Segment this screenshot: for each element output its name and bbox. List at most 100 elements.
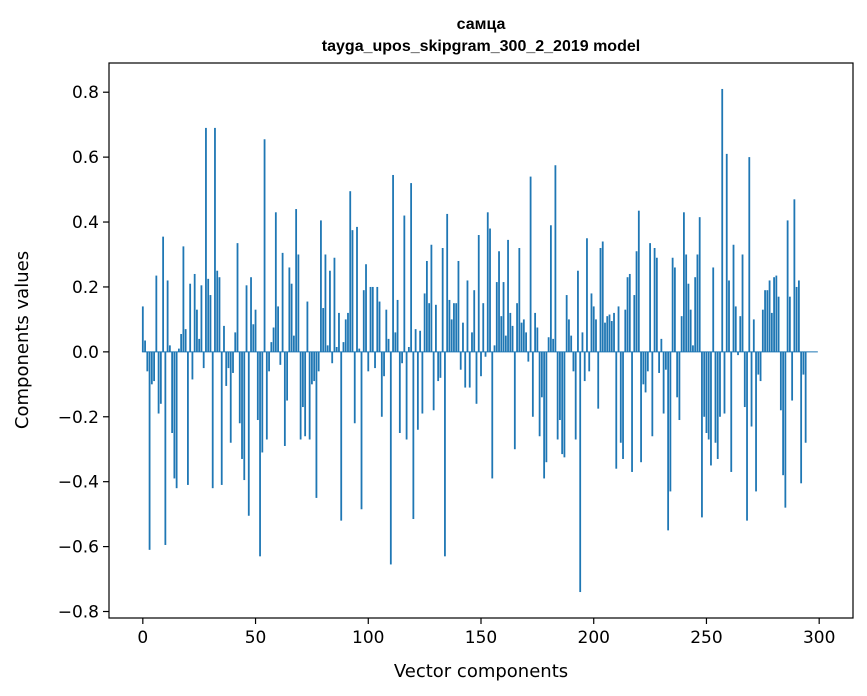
bar [238, 351, 241, 424]
bar [577, 270, 579, 352]
bar [687, 283, 690, 352]
bar [757, 351, 760, 375]
bar [256, 351, 259, 421]
bar [362, 290, 365, 352]
bar [755, 351, 757, 492]
bar [405, 351, 408, 440]
bar [421, 351, 424, 414]
bar [549, 225, 552, 352]
bar [191, 351, 194, 380]
bar [148, 351, 151, 550]
y-tick-label: 0.6 [72, 148, 99, 168]
x-tick-label: 250 [690, 628, 722, 648]
bar [791, 351, 794, 401]
bar [322, 308, 325, 352]
bar [146, 351, 149, 372]
bar [236, 243, 239, 352]
bar [412, 351, 415, 520]
bar [649, 243, 651, 352]
bar [385, 309, 388, 352]
bar [313, 351, 316, 382]
bar [351, 230, 354, 352]
x-tick-label: 200 [578, 628, 610, 648]
bar [667, 351, 670, 531]
bar [308, 351, 311, 440]
y-axis-title: Components values [12, 251, 33, 429]
bar [286, 351, 289, 401]
plot-frame [108, 62, 854, 619]
bar [416, 351, 419, 430]
bar [326, 345, 329, 352]
bar [734, 306, 737, 352]
bar [622, 351, 624, 459]
y-tick-label: 0.8 [72, 83, 99, 103]
bar [683, 212, 685, 352]
bar [376, 286, 379, 352]
bar [358, 348, 361, 352]
bar [299, 351, 302, 440]
bar [779, 351, 782, 411]
bar [680, 316, 683, 352]
bar [775, 275, 778, 352]
bar [493, 345, 496, 352]
bar [241, 351, 243, 459]
bar [468, 351, 471, 388]
bar [646, 351, 649, 372]
bar [480, 351, 482, 377]
bar [304, 351, 307, 437]
bar [360, 351, 363, 510]
bar [498, 251, 500, 352]
bar [288, 267, 291, 352]
bar [527, 351, 530, 362]
bar [635, 251, 638, 352]
bar [705, 351, 708, 433]
bar [563, 351, 566, 458]
bar [229, 351, 232, 443]
y-tick-label: −0.6 [58, 538, 99, 558]
bar [295, 209, 298, 352]
y-tick-label: −0.2 [58, 408, 99, 428]
bar [597, 351, 600, 409]
bar [211, 351, 214, 489]
bar [301, 351, 304, 408]
bar [565, 295, 568, 352]
bar [737, 351, 739, 356]
bar [383, 351, 385, 377]
bar [637, 210, 640, 352]
bar [283, 351, 286, 446]
bar [741, 254, 744, 352]
bar [761, 309, 764, 352]
x-tick-label: 50 [245, 628, 267, 648]
bar [378, 301, 381, 352]
bar [150, 351, 153, 385]
bar [394, 332, 397, 352]
bar [209, 295, 212, 352]
bar [651, 351, 654, 437]
bar [173, 351, 176, 479]
bar [159, 351, 162, 404]
bar [716, 351, 719, 459]
bar [610, 321, 613, 352]
bar [595, 319, 597, 352]
bar [292, 335, 295, 352]
bar [732, 244, 735, 352]
bar [484, 351, 487, 357]
bar [155, 275, 158, 352]
bar [773, 277, 775, 352]
bar [374, 351, 376, 369]
bar [446, 213, 449, 352]
x-tick-label: 0 [137, 628, 148, 648]
bar [752, 319, 755, 352]
bar [608, 314, 611, 352]
bar [196, 309, 198, 352]
bar [245, 285, 248, 352]
bar [306, 301, 309, 352]
bar [797, 280, 800, 352]
bar [536, 327, 539, 352]
bar [617, 306, 620, 352]
bar [193, 273, 196, 352]
bar [725, 153, 728, 352]
x-tick-label: 300 [803, 628, 835, 648]
bar [263, 139, 266, 352]
x-axis-title: Vector components [394, 661, 568, 682]
